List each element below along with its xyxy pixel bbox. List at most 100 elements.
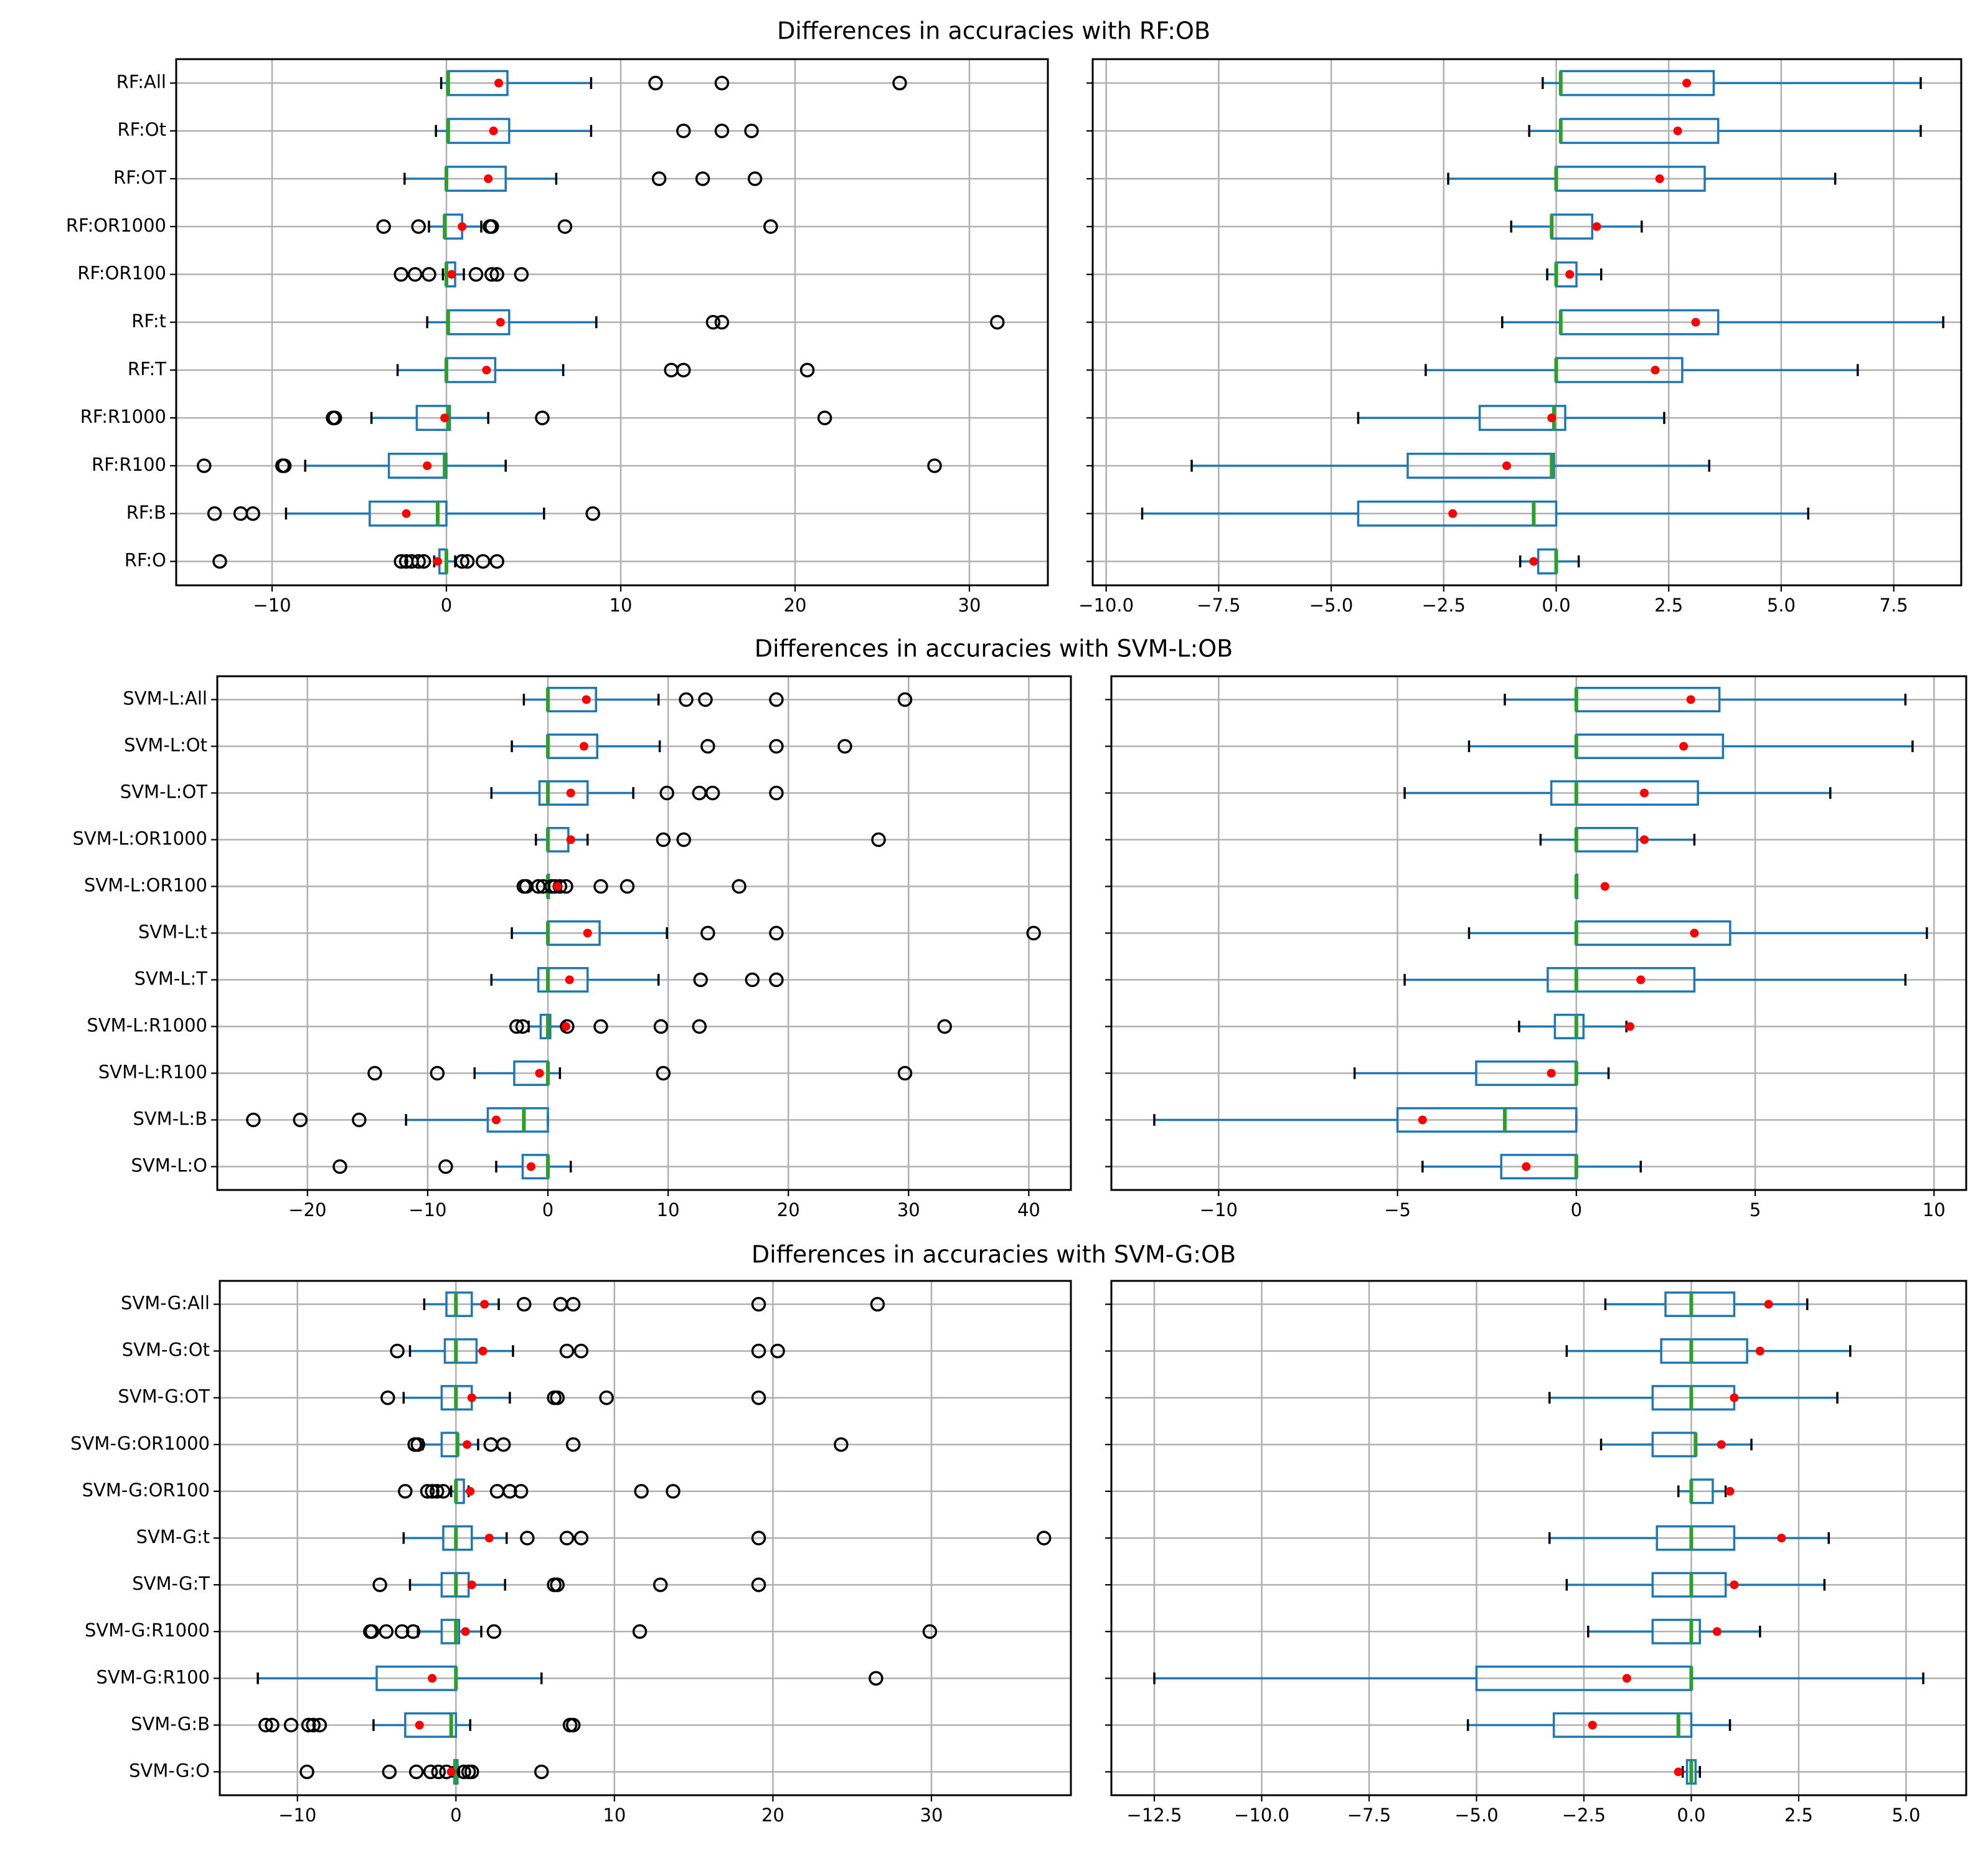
outlier-point bbox=[420, 1484, 435, 1499]
axes-frame bbox=[1091, 58, 1962, 587]
mean-point bbox=[466, 1486, 475, 1496]
outlier-point bbox=[769, 692, 784, 707]
boxplot-svm-l-t bbox=[1403, 967, 1907, 993]
outlier-point bbox=[656, 832, 671, 847]
outlier-point bbox=[679, 692, 694, 707]
boxplot-svm-g-t bbox=[402, 1525, 1052, 1551]
boxplot-svm-l-or100 bbox=[1574, 874, 1609, 899]
mean-point bbox=[484, 174, 493, 184]
outlier-point bbox=[459, 554, 475, 569]
x-tick-label: 0 bbox=[450, 1805, 461, 1826]
y-tick-label: SVM-G:t bbox=[136, 1526, 210, 1547]
mean-point bbox=[482, 366, 491, 375]
boxplot-rf-b bbox=[1141, 500, 1809, 527]
mean-point bbox=[1691, 318, 1700, 327]
panel-right: −12.5 −10.0 −7.5 −5.0 −2.5 0.0 2.5 5.0 bbox=[1105, 1280, 1967, 1826]
outlier-point bbox=[714, 314, 730, 330]
outlier-point bbox=[751, 1343, 766, 1359]
x-tick-label: −2.5 bbox=[1562, 1805, 1606, 1826]
outlier-point bbox=[714, 123, 730, 138]
y-tick-label: RF:R1000 bbox=[80, 406, 166, 427]
outlier-point bbox=[422, 267, 436, 282]
mean-point bbox=[1418, 1115, 1427, 1125]
mean-point bbox=[1522, 1162, 1531, 1171]
mean-point bbox=[484, 1534, 494, 1542]
mean-point bbox=[1725, 1486, 1735, 1496]
x-tick-label: −5.0 bbox=[1309, 595, 1353, 616]
outlier-point bbox=[407, 267, 423, 282]
outlier-point bbox=[700, 739, 715, 754]
x-tick-label: 2.5 bbox=[1784, 1805, 1813, 1826]
boxplot-svm-g-ot bbox=[380, 1385, 766, 1411]
outlier-point bbox=[751, 1390, 766, 1405]
y-tick-label: SVM-L:OT bbox=[120, 781, 207, 803]
outlier-point bbox=[246, 1112, 261, 1128]
x-tick-label: −5 bbox=[1384, 1199, 1411, 1220]
outlier-point bbox=[653, 1019, 669, 1034]
panel-right: −10 −5 0 5 10 bbox=[1105, 675, 1967, 1220]
mean-point bbox=[1625, 1022, 1634, 1031]
boxplot-rf-o bbox=[1519, 548, 1580, 575]
mean-point bbox=[535, 1069, 544, 1078]
iqr-box bbox=[404, 1712, 458, 1738]
chart-group-svm-l: Differences in accuracies with SVM-L:OB −… bbox=[73, 635, 1967, 1220]
boxplot-rf-ot bbox=[1447, 166, 1837, 192]
outlier-point bbox=[892, 75, 907, 91]
panel-right: −10.0 −7.5 −5.0 −2.5 0.0 2.5 5.0 7.5 bbox=[1078, 58, 1962, 616]
boxplot-svm-l-ot bbox=[1403, 780, 1832, 806]
x-tick-label: 2.5 bbox=[1654, 595, 1683, 616]
boxplot-svm-g-t bbox=[1565, 1572, 1826, 1598]
outlier-point bbox=[520, 1531, 535, 1546]
outlier-point bbox=[265, 1717, 280, 1733]
boxplot-svm-g-all bbox=[423, 1291, 885, 1318]
y-tick-label: RF:B bbox=[126, 502, 166, 523]
y-tick-label: RF:t bbox=[131, 311, 166, 332]
outlier-point bbox=[258, 1717, 273, 1733]
boxplot-svm-g-o bbox=[1674, 1758, 1701, 1785]
outlier-point bbox=[747, 171, 763, 186]
mean-point bbox=[1717, 1440, 1726, 1449]
mean-point bbox=[1565, 270, 1575, 279]
boxplot-svm-l-r1000 bbox=[509, 1014, 952, 1039]
axes-frame bbox=[1110, 1280, 1967, 1796]
y-tick-label: SVM-G:OT bbox=[118, 1386, 210, 1407]
outlier-point bbox=[599, 1390, 614, 1405]
mean-point bbox=[566, 788, 575, 798]
outlier-point bbox=[559, 1531, 575, 1546]
x-tick-label: −12.5 bbox=[1127, 1805, 1182, 1826]
mean-point bbox=[553, 882, 562, 891]
boxplot-svm-l-r1000 bbox=[1518, 1014, 1634, 1039]
mean-point bbox=[582, 695, 591, 704]
y-tick-label: RF:R100 bbox=[92, 454, 166, 475]
boxplot-svm-g-r100 bbox=[1153, 1665, 1924, 1691]
mean-point bbox=[1529, 557, 1538, 566]
x-tick-label: −20 bbox=[288, 1199, 326, 1220]
boxplot-rf-r1000 bbox=[326, 405, 832, 432]
mean-point bbox=[446, 1767, 456, 1777]
outlier-point bbox=[714, 75, 730, 91]
boxplot-rf-all bbox=[440, 70, 907, 97]
outlier-point bbox=[693, 972, 709, 988]
boxplot-svm-g-r1000 bbox=[363, 1618, 938, 1645]
x-tick-label: 20 bbox=[761, 1805, 784, 1826]
outlier-point bbox=[573, 1531, 589, 1546]
mean-point bbox=[480, 1300, 489, 1309]
mean-point bbox=[1674, 1767, 1683, 1777]
boxplot-svm-g-all bbox=[1604, 1291, 1809, 1318]
outlier-point bbox=[705, 314, 721, 330]
mean-point bbox=[467, 1393, 476, 1402]
outlier-point bbox=[763, 219, 778, 234]
iqr-box bbox=[1553, 1014, 1585, 1039]
y-tick-label: SVM-L:All bbox=[123, 688, 207, 709]
outlier-point bbox=[299, 1764, 314, 1780]
x-tick-label: 10 bbox=[1923, 1199, 1946, 1220]
boxplot-svm-l-or100 bbox=[516, 874, 747, 899]
outlier-point bbox=[565, 1717, 581, 1733]
outlier-point bbox=[372, 1577, 387, 1592]
outlier-point bbox=[496, 1437, 511, 1452]
boxplot-svm-g-b bbox=[1466, 1712, 1731, 1738]
outlier-point bbox=[197, 458, 212, 473]
outlier-point bbox=[245, 506, 260, 521]
y-tick-label: SVM-G:O bbox=[129, 1760, 210, 1781]
outlier-point bbox=[502, 1484, 517, 1499]
